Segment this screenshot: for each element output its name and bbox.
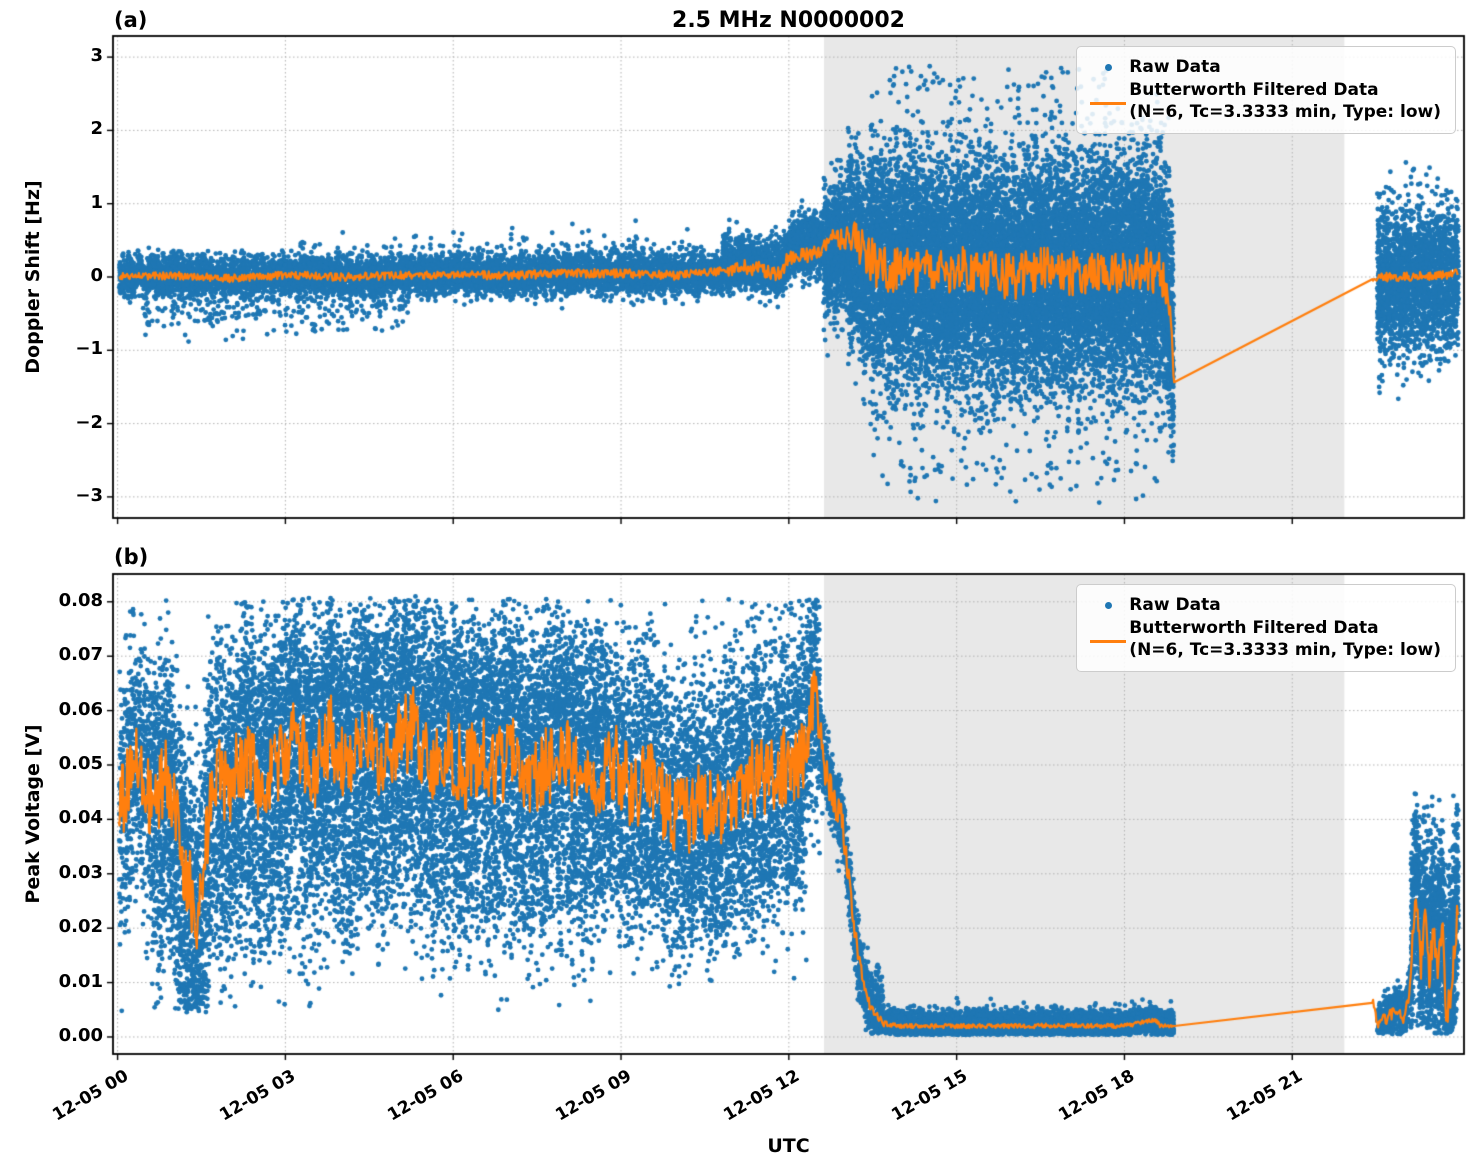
y-tick-label-b: 0.03 [58,861,103,883]
y-tick-label-a: −3 [75,484,103,506]
legend-entry-filtered: Butterworth Filtered Data (N=6, Tc=3.333… [1087,80,1441,123]
y-tick-label-a: −1 [75,338,103,360]
legend-panel-a: Raw Data Butterworth Filtered Data (N=6,… [1076,46,1456,134]
y-tick-label-b: 0.00 [58,1024,103,1046]
legend-filtered-label: Butterworth Filtered Data [1129,618,1379,639]
y-tick-label-b: 0.07 [58,644,103,666]
raw-data-dot-icon [1104,64,1112,71]
filtered-line-icon [1090,102,1127,106]
y-tick-label-a: −2 [75,411,103,433]
legend-filtered-label: Butterworth Filtered Data [1129,80,1379,101]
legend-filtered-sublabel: (N=6, Tc=3.3333 min, Type: low) [1129,101,1441,122]
panel-a-tag: (a) [114,8,148,32]
chart-title: 2.5 MHz N0000002 [672,8,905,33]
y-tick-label-a: 3 [90,45,103,67]
x-axis-label: UTC [767,1135,810,1157]
y-tick-label-a: 2 [90,118,103,140]
panel-b-tag: (b) [114,545,149,569]
legend-raw-label: Raw Data [1129,57,1221,77]
y-tick-label-b: 0.04 [58,807,103,829]
legend-entry-raw: Raw Data [1087,57,1441,78]
y-tick-label-b: 0.05 [58,752,103,774]
y-tick-label-b: 0.01 [58,970,103,992]
y-tick-label-b: 0.02 [58,916,103,938]
legend-raw-label: Raw Data [1129,595,1221,615]
raw-data-dot-icon [1104,602,1112,609]
legend-entry-raw: Raw Data [1087,595,1441,616]
y-tick-label-b: 0.06 [58,698,103,720]
filtered-line-icon [1090,640,1127,644]
y-tick-label-a: 0 [90,265,103,286]
legend-entry-filtered: Butterworth Filtered Data (N=6, Tc=3.333… [1087,618,1441,661]
legend-filtered-sublabel: (N=6, Tc=3.3333 min, Type: low) [1129,639,1441,660]
legend-panel-b: Raw Data Butterworth Filtered Data (N=6,… [1076,584,1456,672]
y-tick-label-a: 1 [90,191,103,213]
y-tick-label-b: 0.08 [58,589,103,611]
